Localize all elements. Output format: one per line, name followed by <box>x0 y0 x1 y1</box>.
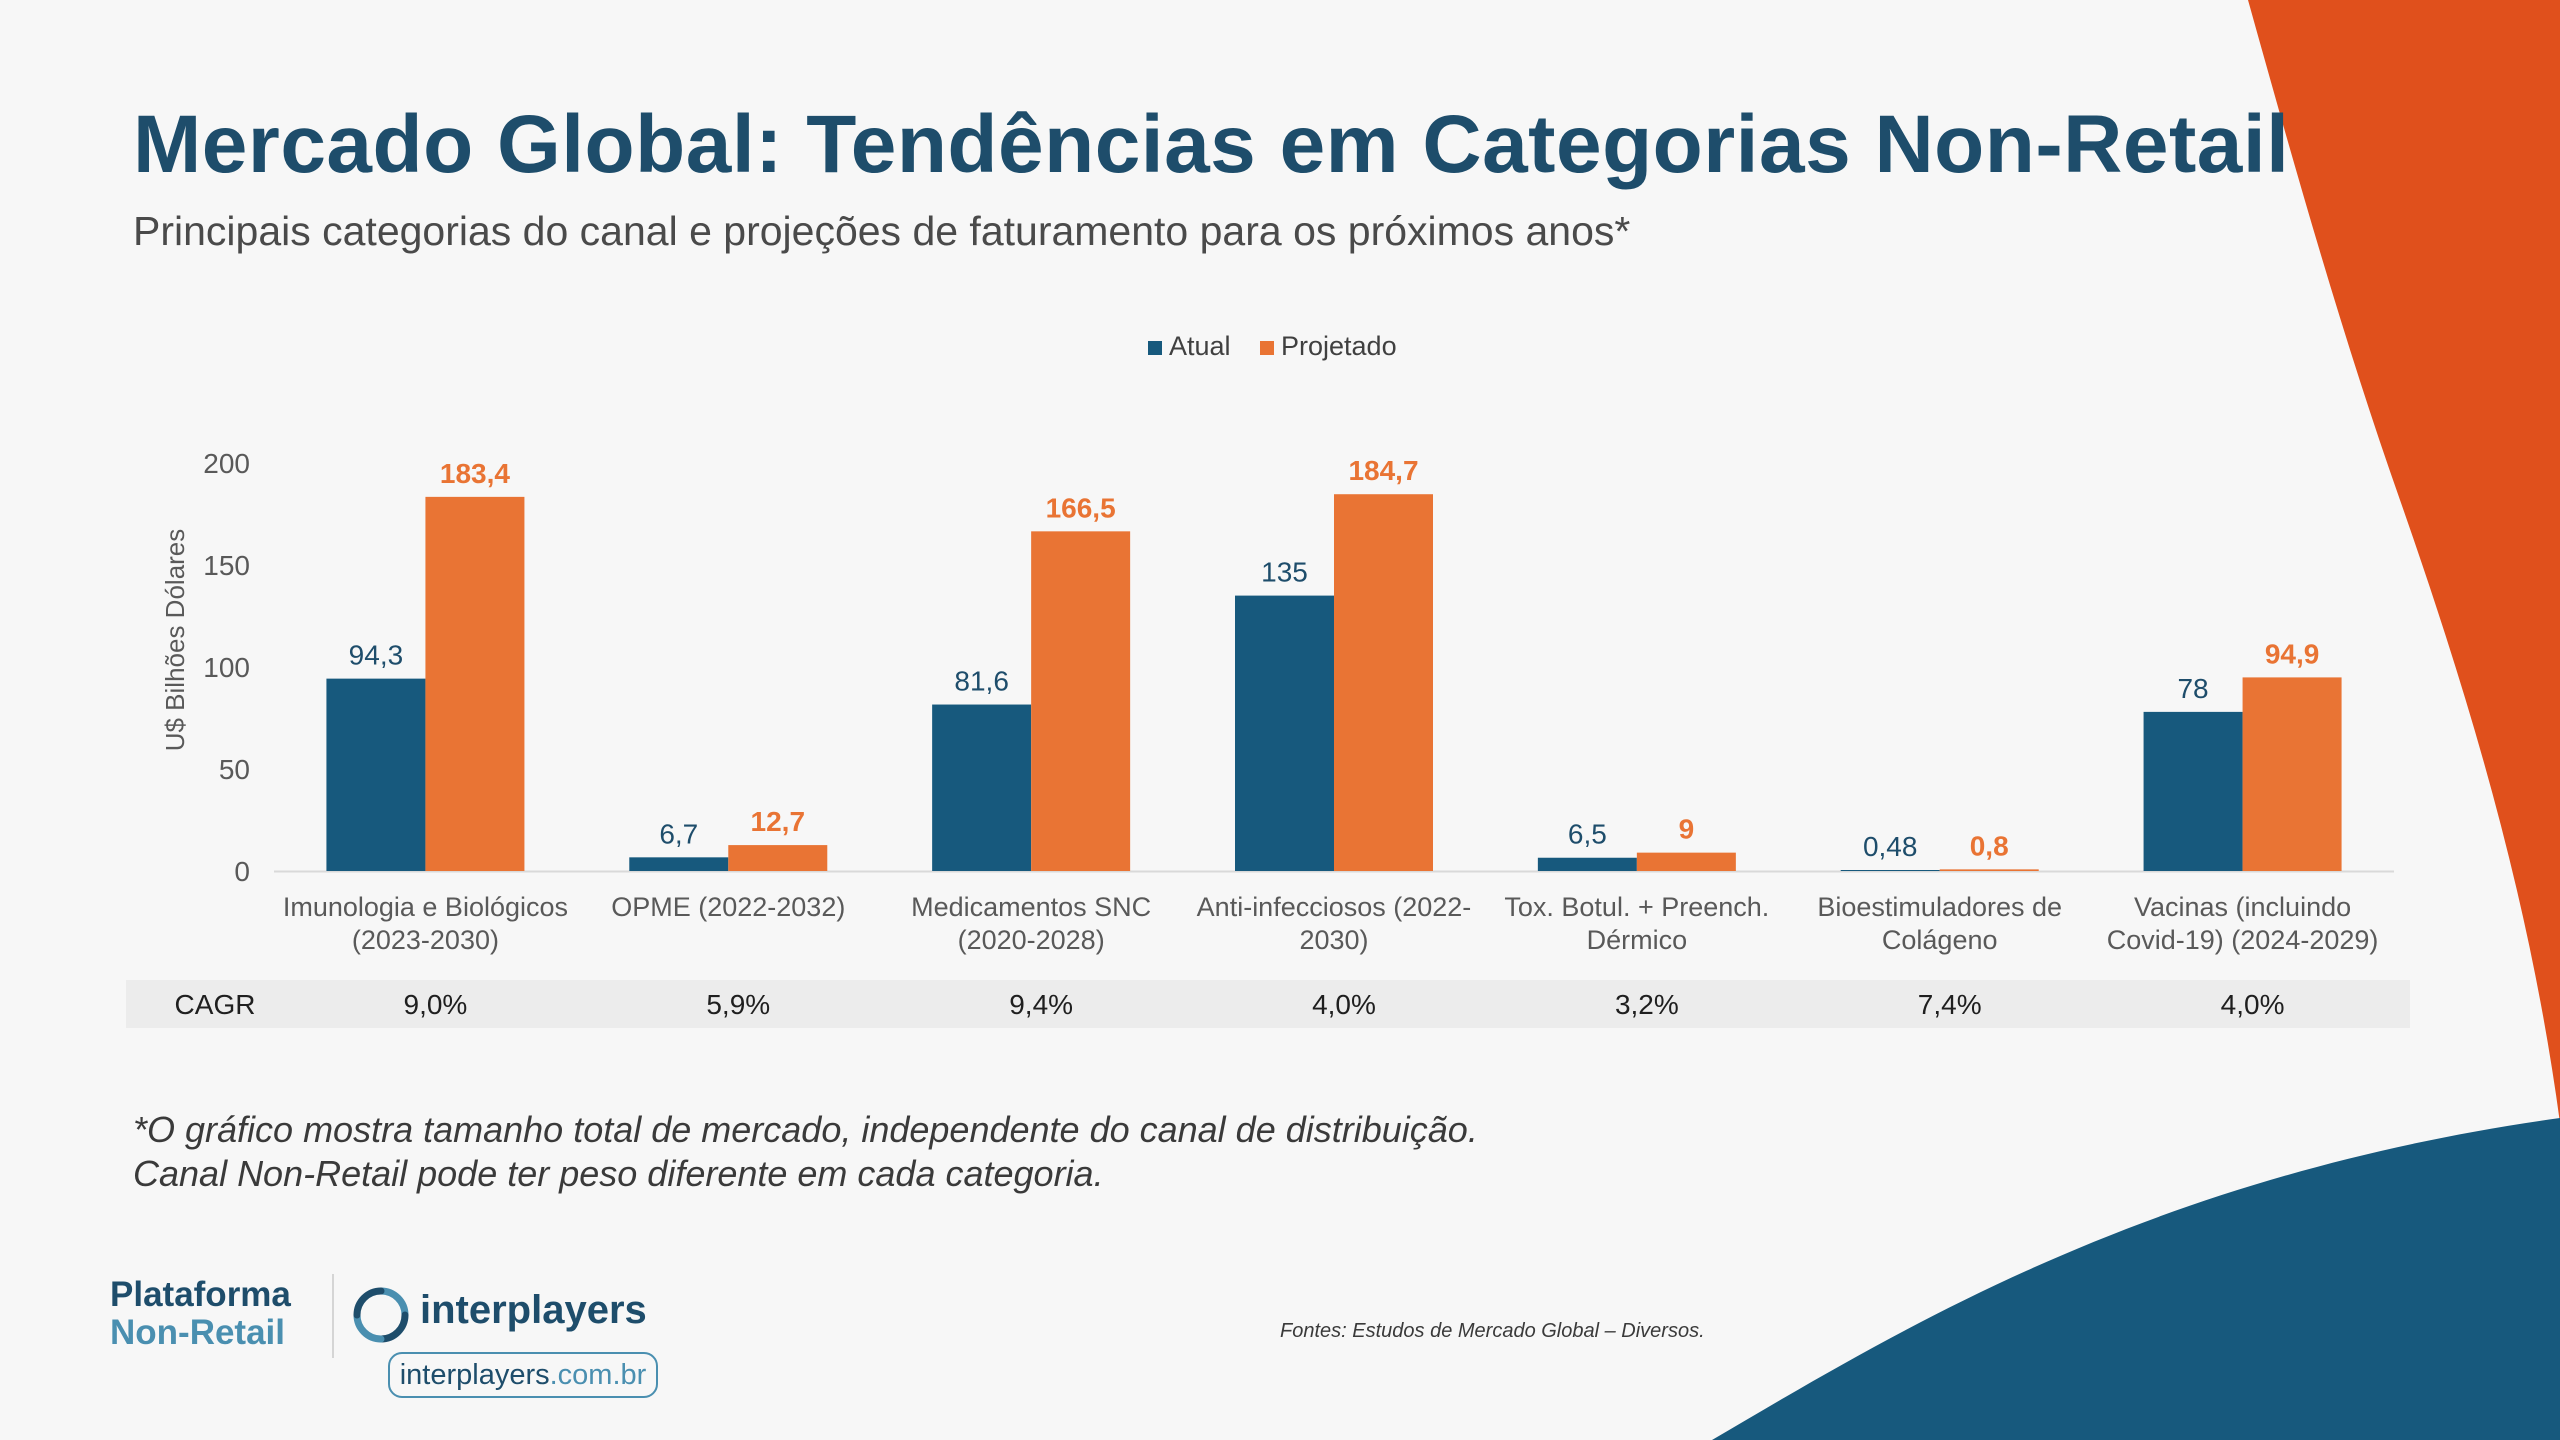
category-label: Anti-infecciosos (2022- <box>1197 892 1472 922</box>
bar-projetado <box>1939 869 2039 871</box>
platform-brand-line2: Non-Retail <box>110 1313 285 1352</box>
bar-projetado <box>1334 494 1433 871</box>
y-tick-label: 150 <box>203 550 250 581</box>
data-label-projetado: 12,7 <box>751 806 806 837</box>
website-link-tld: .com.br <box>549 1359 647 1391</box>
y-tick-label: 200 <box>203 448 250 479</box>
bar-projetado <box>2242 677 2342 871</box>
platform-brand: Plataforma Non-Retail <box>110 1276 291 1352</box>
category-label: OPME (2022-2032) <box>611 892 845 922</box>
bar-atual <box>2143 711 2243 871</box>
category-label: Bioestimuladores de <box>1817 892 2062 922</box>
category-label: Covid-19) (2024-2029) <box>2107 925 2379 955</box>
data-label-atual: 6,5 <box>1568 819 1607 850</box>
cagr-value: 5,9% <box>706 989 770 1020</box>
category-label: Medicamentos SNC <box>911 892 1151 922</box>
category-label: 2030) <box>1299 925 1368 955</box>
bar-atual <box>1537 857 1637 871</box>
category-label: Dérmico <box>1587 925 1688 955</box>
website-link[interactable]: interplayers.com.br <box>388 1352 658 1398</box>
cagr-value: 9,0% <box>404 989 468 1020</box>
bar-projetado <box>1636 852 1736 871</box>
bar-atual <box>1840 870 1940 871</box>
bar-atual <box>629 857 729 871</box>
data-label-atual: 78 <box>2177 673 2208 704</box>
data-label-atual: 6,7 <box>659 818 698 849</box>
legend-label-atual: Atual <box>1169 331 1231 361</box>
platform-brand-line1: Plataforma <box>110 1275 291 1314</box>
category-label: (2020-2028) <box>958 925 1105 955</box>
data-label-atual: 0,48 <box>1863 831 1918 862</box>
bar-projetado <box>425 496 525 871</box>
legend-swatch-projetado <box>1260 341 1274 355</box>
data-label-atual: 81,6 <box>954 666 1009 697</box>
bar-projetado <box>1031 531 1131 871</box>
y-tick-label: 100 <box>203 652 250 683</box>
bar-atual <box>326 678 426 871</box>
page-subtitle: Principais categorias do canal e projeçõ… <box>133 208 1631 254</box>
brand-divider <box>332 1274 334 1358</box>
data-label-atual: 94,3 <box>349 640 404 671</box>
cagr-row-background <box>126 980 2410 1028</box>
category-label: (2023-2030) <box>352 925 499 955</box>
cagr-value: 3,2% <box>1615 989 1679 1020</box>
interplayers-logo-text: interplayers <box>420 1288 647 1332</box>
interplayers-ring-icon <box>353 1287 409 1343</box>
category-label: Imunologia e Biológicos <box>283 892 568 922</box>
page-title: Mercado Global: Tendências em Categorias… <box>133 99 2290 190</box>
footnote: *O gráfico mostra tamanho total de merca… <box>133 1109 1478 1194</box>
data-label-projetado: 184,7 <box>1348 455 1418 486</box>
blue-wave-shape <box>1712 1118 2560 1440</box>
cagr-value: 4,0% <box>1312 989 1376 1020</box>
bar-atual <box>1235 595 1334 871</box>
bar-projetado <box>728 845 828 871</box>
cagr-value: 9,4% <box>1009 989 1073 1020</box>
orange-swoosh-shape <box>2248 0 2560 1123</box>
data-label-projetado: 166,5 <box>1046 492 1116 523</box>
data-label-projetado: 9 <box>1679 814 1695 845</box>
y-tick-label: 50 <box>219 754 250 785</box>
website-link-domain: interplayers <box>399 1359 550 1391</box>
bar-atual <box>932 704 1032 871</box>
data-label-projetado: 0,8 <box>1970 830 2009 861</box>
category-label: Colágeno <box>1882 925 1998 955</box>
legend-label-projetado: Projetado <box>1281 331 1397 361</box>
data-label-atual: 135 <box>1261 557 1308 588</box>
sources-note: Fontes: Estudos de Mercado Global – Dive… <box>1280 1320 1705 1342</box>
y-tick-label: 0 <box>234 856 250 887</box>
legend-swatch-atual <box>1148 341 1162 355</box>
cagr-value: 7,4% <box>1918 989 1982 1020</box>
cagr-value: 4,0% <box>2221 989 2285 1020</box>
cagr-label: CAGR <box>175 989 256 1020</box>
category-label: Vacinas (incluindo <box>2134 892 2351 922</box>
y-axis-label: U$ Bilhões Dólares <box>160 529 190 752</box>
data-label-projetado: 183,4 <box>440 458 510 489</box>
data-label-projetado: 94,9 <box>2265 638 2320 669</box>
category-label: Tox. Botul. + Preench. <box>1504 892 1769 922</box>
